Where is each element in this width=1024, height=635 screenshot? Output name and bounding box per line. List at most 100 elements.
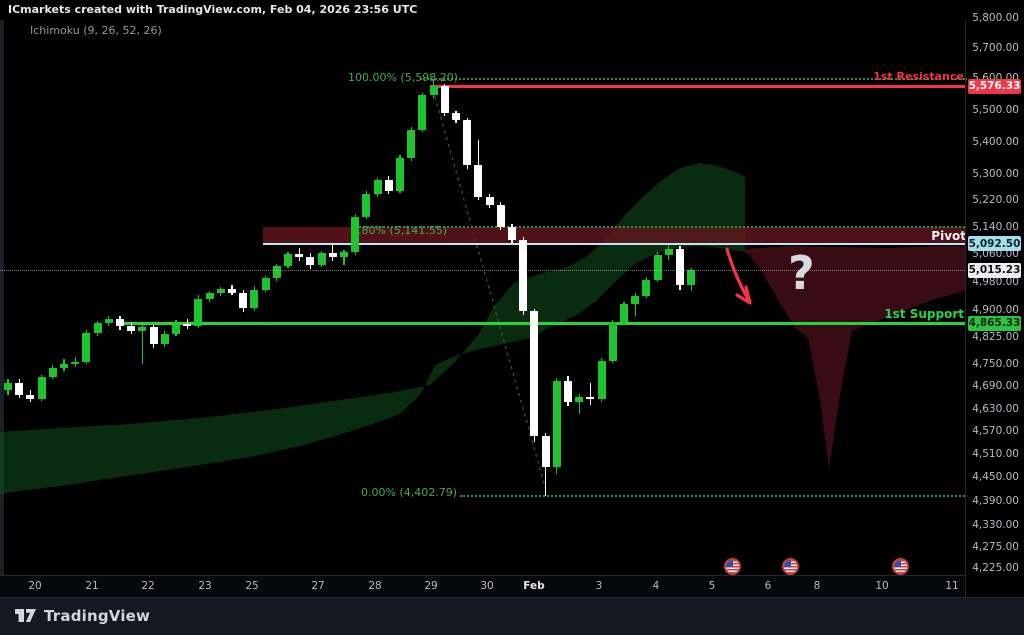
price-axis-tick: 5,300.00 bbox=[972, 167, 1019, 180]
price-axis[interactable]: 5,800.005,700.005,600.005,500.005,400.00… bbox=[965, 12, 1024, 597]
candle-body bbox=[116, 319, 124, 327]
candle-body bbox=[104, 319, 113, 323]
tradingview-logo-icon bbox=[15, 609, 36, 622]
fib-100-label: 100.00% (5,598.20) bbox=[347, 71, 458, 84]
price-tag: 5,576.33 bbox=[968, 78, 1021, 94]
fib-0-line bbox=[460, 495, 965, 498]
time-axis-tick: Feb bbox=[523, 580, 545, 592]
last-price-line bbox=[0, 270, 965, 272]
price-axis-tick: 4,390.00 bbox=[972, 494, 1019, 507]
time-axis-tick: 21 bbox=[85, 580, 99, 592]
candle-wick bbox=[589, 383, 592, 405]
time-axis-tick: 27 bbox=[311, 580, 325, 592]
candle-body bbox=[340, 252, 348, 257]
candle-body bbox=[429, 86, 438, 96]
candle-body bbox=[485, 196, 494, 205]
candle-body bbox=[384, 180, 393, 191]
candle-body bbox=[620, 304, 628, 323]
time-axis-tick: 29 bbox=[424, 580, 438, 592]
candle-body bbox=[463, 120, 472, 166]
candle-body bbox=[48, 368, 57, 378]
bottom-bar: TradingView bbox=[0, 597, 1024, 635]
time-axis-tick: 6 bbox=[764, 580, 772, 592]
candle-body bbox=[71, 361, 80, 364]
economic-event-flag-icon[interactable] bbox=[892, 558, 909, 575]
candle-body bbox=[373, 180, 382, 195]
candle-body bbox=[26, 394, 35, 399]
economic-event-flag-icon[interactable] bbox=[782, 558, 799, 575]
price-axis-tick: 4,690.00 bbox=[972, 380, 1019, 393]
price-axis-tick: 4,750.00 bbox=[972, 358, 1019, 371]
price-axis-tick: 5,140.00 bbox=[972, 221, 1019, 234]
candle-body bbox=[295, 254, 304, 257]
candle-body bbox=[631, 295, 640, 305]
fib-0-label: 0.00% (4,402.79) bbox=[360, 486, 457, 499]
price-tag: 5,092.50 bbox=[968, 236, 1021, 252]
candle-body bbox=[676, 248, 684, 286]
time-axis-tick: 30 bbox=[480, 580, 494, 592]
candle-body bbox=[149, 327, 158, 345]
candle-body bbox=[597, 361, 606, 400]
candle-body bbox=[93, 322, 102, 333]
time-axis-tick: 8 bbox=[813, 580, 821, 592]
candle-body bbox=[183, 323, 192, 327]
candle-body bbox=[642, 279, 651, 296]
candle-body bbox=[127, 326, 136, 331]
candle-body bbox=[60, 363, 68, 369]
price-axis-tick: 4,630.00 bbox=[972, 402, 1019, 415]
price-axis-tick: 4,225.00 bbox=[972, 561, 1019, 574]
time-axis-tick: 5 bbox=[708, 580, 716, 592]
candle-body bbox=[138, 327, 147, 331]
candle-body bbox=[362, 194, 371, 217]
resistance-label: 1st Resistance. bbox=[873, 70, 968, 83]
candle-body bbox=[653, 254, 662, 280]
candle-body bbox=[82, 332, 91, 362]
price-axis-tick: 4,825.00 bbox=[972, 330, 1019, 343]
candle-body bbox=[15, 383, 24, 395]
indicator-label[interactable]: Ichimoku (9, 26, 52, 26) bbox=[30, 24, 162, 37]
candle-body bbox=[172, 323, 180, 334]
price-axis-tick: 4,450.00 bbox=[972, 471, 1019, 484]
candle-body bbox=[608, 322, 617, 362]
candle-body bbox=[564, 380, 572, 402]
candle-body bbox=[664, 248, 673, 255]
candle-body bbox=[519, 239, 528, 312]
candle-body bbox=[239, 293, 248, 308]
candle-body bbox=[37, 377, 46, 399]
price-tag: 5,015.23 bbox=[968, 262, 1021, 278]
candle-body bbox=[306, 256, 315, 265]
time-axis-tick: 3 bbox=[595, 580, 603, 592]
time-axis-tick: 10 bbox=[875, 580, 889, 592]
candle-body bbox=[541, 436, 550, 468]
economic-event-flag-icon[interactable] bbox=[724, 558, 741, 575]
candle-body bbox=[328, 252, 337, 257]
price-tag: 4,865.33 bbox=[968, 315, 1021, 331]
time-axis-tick: 28 bbox=[368, 580, 382, 592]
tradingview-logo[interactable]: TradingView bbox=[14, 606, 150, 625]
candle-body bbox=[407, 129, 416, 158]
candle-body bbox=[261, 278, 270, 290]
candle-body bbox=[205, 293, 214, 299]
price-axis-tick: 4,330.00 bbox=[972, 518, 1019, 531]
candle-body bbox=[160, 333, 169, 345]
candle-body bbox=[440, 86, 449, 113]
price-axis-tick: 4,980.00 bbox=[972, 276, 1019, 289]
candle-body bbox=[317, 252, 326, 265]
candle-body bbox=[496, 204, 505, 227]
candle-body bbox=[250, 289, 259, 308]
price-axis-tick: 4,275.00 bbox=[972, 541, 1019, 554]
candle-body bbox=[474, 165, 483, 197]
candle-body bbox=[687, 270, 696, 286]
candle-body bbox=[396, 157, 404, 191]
candle-body bbox=[228, 288, 236, 294]
candle-body bbox=[508, 227, 516, 240]
candle-body bbox=[194, 298, 203, 327]
question-mark: ? bbox=[788, 246, 815, 300]
fib-80-label: .80% (5,141.55) bbox=[358, 224, 448, 237]
pivot-label: Pivot bbox=[931, 229, 966, 243]
candle-body bbox=[418, 95, 427, 130]
price-axis-tick: 5,700.00 bbox=[972, 41, 1019, 54]
time-axis-tick: 11 bbox=[945, 580, 959, 592]
time-axis[interactable]: 20 21 22 23 25 27 28 29 30 Feb 3 4 5 6 8 10 11 bbox=[0, 575, 965, 598]
